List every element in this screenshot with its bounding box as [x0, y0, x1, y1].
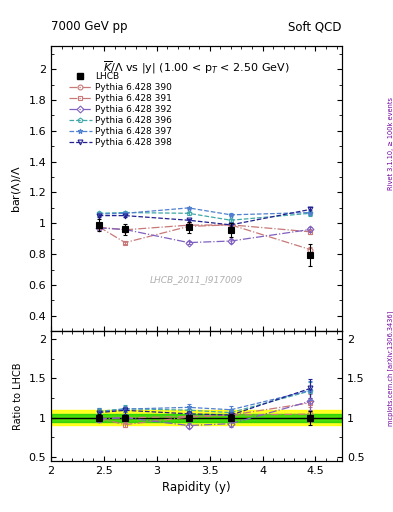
X-axis label: Rapidity (y): Rapidity (y): [162, 481, 231, 494]
Text: 7000 GeV pp: 7000 GeV pp: [51, 20, 128, 33]
Y-axis label: Ratio to LHCB: Ratio to LHCB: [13, 362, 23, 430]
Text: LHCB_2011_I917009: LHCB_2011_I917009: [150, 275, 243, 284]
Bar: [51, 414, 342, 421]
Text: $\overline{K}/\Lambda$ vs |y| (1.00 < p$_T$ < 2.50 GeV): $\overline{K}/\Lambda$ vs |y| (1.00 < p$…: [103, 59, 290, 76]
Text: Rivet 3.1.10, ≥ 100k events: Rivet 3.1.10, ≥ 100k events: [388, 97, 393, 190]
Bar: [51, 410, 342, 425]
Legend: LHCB, Pythia 6.428 390, Pythia 6.428 391, Pythia 6.428 392, Pythia 6.428 396, Py: LHCB, Pythia 6.428 390, Pythia 6.428 391…: [67, 71, 174, 149]
Text: Soft QCD: Soft QCD: [288, 20, 342, 33]
Y-axis label: bar($\Lambda$)/$\Lambda$: bar($\Lambda$)/$\Lambda$: [10, 165, 23, 212]
Text: mcplots.cern.ch [arXiv:1306.3436]: mcplots.cern.ch [arXiv:1306.3436]: [387, 311, 393, 426]
